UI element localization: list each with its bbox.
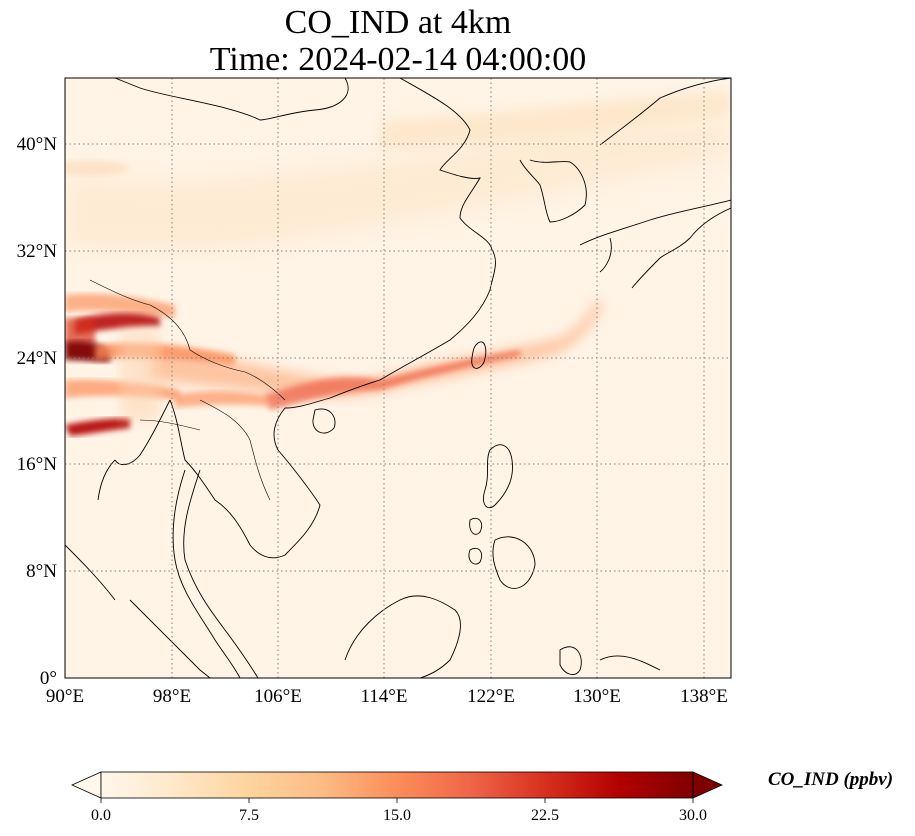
colorbar-gradient — [101, 772, 693, 798]
x-tick-label: 90°E — [46, 686, 84, 707]
colorbar-tick-label: 15.0 — [383, 807, 411, 824]
colorbar-tick-label: 30.0 — [679, 807, 707, 824]
colorbar-max-extend — [692, 771, 723, 799]
map-frame — [64, 77, 732, 679]
y-tick-label: 24°N — [17, 348, 58, 369]
colorbar-tick-label: 22.5 — [531, 807, 559, 824]
colorbar-tick-label: 7.5 — [239, 807, 259, 824]
x-tick-label: 106°E — [254, 686, 302, 707]
x-tick-label: 138°E — [680, 686, 728, 707]
map-title-line2: Time: 2024-02-14 04:00:00 — [209, 41, 587, 78]
y-tick-label: 8°N — [26, 561, 57, 582]
colorbar-label: CO_IND (ppbv) — [768, 769, 894, 790]
y-tick-label: 0° — [40, 668, 57, 689]
y-axis-ticks: 0° 8°N 16°N 24°N 32°N 40°N — [17, 134, 58, 689]
y-tick-label: 32°N — [17, 241, 58, 262]
x-tick-label: 122°E — [467, 686, 515, 707]
coastlines — [65, 78, 731, 678]
y-tick-label: 16°N — [17, 454, 58, 475]
colorbar: 0.0 7.5 15.0 22.5 30.0 — [71, 771, 723, 824]
x-tick-label: 98°E — [153, 686, 191, 707]
colorbar-tick-label: 0.0 — [91, 807, 111, 824]
x-axis-ticks: 90°E 98°E 106°E 114°E 122°E 130°E 138°E — [46, 686, 728, 707]
x-tick-label: 130°E — [573, 686, 621, 707]
x-tick-label: 114°E — [361, 686, 408, 707]
gridlines — [65, 78, 731, 678]
y-tick-label: 40°N — [17, 134, 58, 155]
colorbar-min-extend — [71, 771, 102, 799]
concentration-field — [65, 90, 731, 436]
map-title-line1: CO_IND at 4km — [284, 4, 512, 41]
